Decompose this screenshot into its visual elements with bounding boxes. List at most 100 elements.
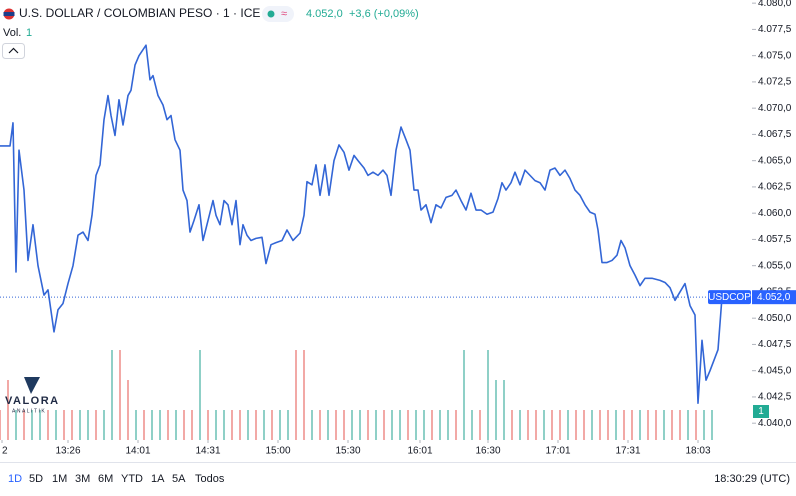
y-tick-label: 4.065,0 (758, 155, 792, 166)
logo-tagline: ANALITIK (12, 408, 46, 414)
volume-bar (679, 410, 681, 440)
y-tick-label: 4.067,5 (758, 129, 792, 140)
volume-bar (591, 410, 593, 440)
volume-bar (559, 410, 561, 440)
y-tick-label: 4.072,5 (758, 77, 792, 88)
volume-bar (31, 410, 33, 440)
volume-bar (647, 410, 649, 440)
logo-name: VALORA (5, 395, 60, 407)
range-button[interactable]: 5D (29, 473, 43, 485)
last-price: 4.052,0 (306, 8, 343, 20)
volume-bar (631, 410, 633, 440)
volume-bar (271, 410, 273, 440)
volume-bar (615, 410, 617, 440)
y-tick-label: 4.040,0 (758, 418, 792, 429)
volume-bar (703, 410, 705, 440)
volume-bar (503, 380, 505, 440)
volume-bar (383, 410, 385, 440)
volume-bar (551, 410, 553, 440)
flag-icon-band (3, 12, 15, 16)
range-button[interactable]: 1A (151, 473, 165, 485)
volume-bar (415, 410, 417, 440)
volume-bar (519, 410, 521, 440)
volume-bar (287, 410, 289, 440)
volume-bar (7, 380, 9, 440)
range-button[interactable]: 3M (75, 473, 90, 485)
y-tick-label: 4.062,5 (758, 182, 792, 193)
volume-bar (391, 410, 393, 440)
range-button[interactable]: 1M (52, 473, 67, 485)
status-badge[interactable] (262, 6, 294, 22)
range-button[interactable]: 1D (8, 473, 22, 485)
volume-bar (463, 350, 465, 440)
volume-bar (199, 350, 201, 440)
volume-bar (351, 410, 353, 440)
volume-bar (95, 410, 97, 440)
y-tick-label: 4.055,0 (758, 260, 792, 271)
volume-bar (359, 410, 361, 440)
volume-bar (71, 410, 73, 440)
range-button[interactable]: 5A (172, 473, 186, 485)
range-button[interactable]: Todos (195, 473, 225, 485)
y-tick-label: 4.075,0 (758, 50, 792, 61)
collapse-button[interactable] (2, 43, 25, 59)
volume-bar (399, 410, 401, 440)
range-button[interactable]: 6M (98, 473, 113, 485)
volume-bar (231, 410, 233, 440)
volume-bar (687, 410, 689, 440)
volume-bar (263, 410, 265, 440)
volume-bar (711, 410, 713, 440)
volume-bar (15, 410, 17, 440)
volume-bar (663, 410, 665, 440)
volume-bar (471, 410, 473, 440)
volume-bar (47, 410, 49, 440)
volume-bar (535, 410, 537, 440)
volume-bar (375, 410, 377, 440)
market-open-dot (267, 10, 275, 18)
volume-bar (599, 410, 601, 440)
price-tag-label: 4.052,0 (757, 292, 791, 303)
volume-bar (239, 410, 241, 440)
volume-bar (295, 350, 297, 440)
y-tick-label: 4.047,5 (758, 339, 792, 350)
x-tick-label: 18:03 (685, 446, 710, 457)
y-tick-label: 4.077,5 (758, 24, 792, 35)
volume-bar (23, 410, 25, 440)
volume-bar (175, 410, 177, 440)
volume-bar (567, 410, 569, 440)
range-button[interactable]: YTD (121, 473, 143, 485)
volume-bar (671, 410, 673, 440)
volume-bar (191, 410, 193, 440)
volume-bar (695, 410, 697, 440)
volume-bar (543, 410, 545, 440)
volume-bar (0, 410, 1, 440)
x-tick-label: 14:01 (125, 446, 150, 457)
clock: 18:30:29 (UTC) (714, 473, 790, 485)
y-tick-label: 4.045,0 (758, 365, 792, 376)
volume-tag (753, 405, 769, 418)
chevron-icon (8, 47, 19, 54)
volume-bar (487, 350, 489, 440)
volume-bar (223, 410, 225, 440)
price-layer: 4.040,0 4.042,5 4.045,0 4.047,5 4.050,0 4.052… (0, 0, 796, 457)
x-tick-label: 15:00 (265, 446, 290, 457)
volume-bar (495, 380, 497, 440)
volume-bar (527, 410, 529, 440)
volume-bar (335, 410, 337, 440)
volume-bar (455, 410, 457, 440)
volume-bar (511, 410, 513, 440)
delayed-icon: ≈ (281, 8, 287, 20)
logo-icon (24, 377, 40, 394)
volume-bar (135, 410, 137, 440)
y-tick-label: 4.060,0 (758, 208, 792, 219)
symbol-tag (708, 290, 751, 305)
x-tick-label: 16:30 (475, 446, 500, 457)
volume-value: 1 (26, 27, 32, 39)
volume-bar (327, 410, 329, 440)
volume-bar (63, 410, 65, 440)
volume-bar (159, 410, 161, 440)
symbol-tag-label: USDCOP (708, 292, 751, 303)
volume-bar (319, 410, 321, 440)
x-tick-label: 16:01 (407, 446, 432, 457)
